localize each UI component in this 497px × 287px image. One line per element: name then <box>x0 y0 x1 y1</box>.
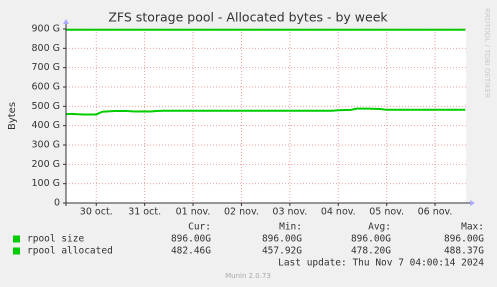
x-tick-label: 05 nov. <box>369 207 404 218</box>
x-tick-label: 06 nov. <box>418 207 453 218</box>
y-tick-label: 0 <box>54 198 60 209</box>
y-axis-label: Bytes <box>7 102 18 130</box>
footer: Munin 2.0.73 <box>225 272 271 280</box>
side-note: RRDTOOL / TOBI OETIKER <box>483 8 491 98</box>
legend-label: rpool size <box>27 234 84 245</box>
stat-value: 896.00G <box>262 234 302 245</box>
marks <box>65 28 466 116</box>
stat-value: 457.92G <box>262 246 302 257</box>
y-tick-label: 700 G <box>31 62 60 73</box>
y-tick-label: 900 G <box>31 24 60 35</box>
y-tick-label: 400 G <box>31 120 60 131</box>
stat-value: 478.20G <box>351 246 391 257</box>
stat-value: 896.00G <box>444 234 484 245</box>
stat-header: Max: <box>461 222 484 233</box>
plot-area <box>66 29 466 203</box>
stat-header: Min: <box>279 222 302 233</box>
y-axis-arrow <box>63 19 69 24</box>
stat-header: Avg: <box>368 222 391 233</box>
x-tick-label: 31 oct. <box>128 207 161 218</box>
legend-label: rpool allocated <box>27 246 113 257</box>
stat-value: 482.46G <box>171 246 211 257</box>
stat-value: 488.37G <box>444 246 484 257</box>
y-tick-label: 300 G <box>31 140 60 151</box>
y-tick-label: 800 G <box>31 43 60 54</box>
x-tick-label: 03 nov. <box>272 207 307 218</box>
series-line <box>65 107 466 116</box>
x-axis-arrow <box>470 200 475 206</box>
stat-header: Cur: <box>188 222 211 233</box>
chart-title: ZFS storage pool - Allocated bytes - by … <box>108 10 388 25</box>
x-tick-label: 30 oct. <box>80 207 113 218</box>
x-tick-label: 02 nov. <box>224 207 259 218</box>
x-tick-label: 04 nov. <box>321 207 356 218</box>
last-update: Last update: Thu Nov 7 04:00:14 2024 <box>278 258 484 269</box>
legend-swatch <box>13 235 20 243</box>
y-tick-label: 600 G <box>31 82 60 93</box>
y-tick-label: 200 G <box>31 159 60 170</box>
y-tick-label: 100 G <box>31 178 60 189</box>
stat-value: 896.00G <box>351 234 391 245</box>
y-tick-label: 500 G <box>31 101 60 112</box>
x-tick-label: 01 nov. <box>176 207 211 218</box>
legend-swatch <box>13 247 20 255</box>
stat-value: 896.00G <box>171 234 211 245</box>
